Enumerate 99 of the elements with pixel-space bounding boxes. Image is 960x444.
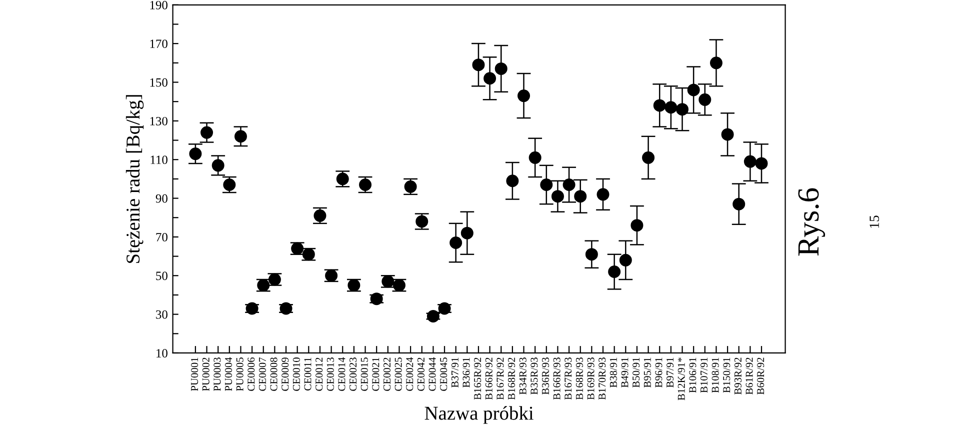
x-tick-label: B50/91 [632, 358, 640, 388]
point [744, 155, 756, 168]
point [630, 219, 644, 232]
x-tick-label: PU0001 [191, 358, 198, 391]
y-tick-label: 130 [150, 116, 168, 126]
y-tick-label: 10 [156, 349, 168, 358]
x-tick-label: CE0012 [316, 358, 323, 391]
x-tick-label: CE0024 [406, 357, 414, 391]
x-tick-label: B37/91 [451, 358, 458, 388]
point [450, 236, 462, 249]
x-tick-label: B169R/93 [587, 358, 594, 400]
point [732, 198, 746, 210]
x-tick-label: B168R/92 [508, 358, 516, 400]
x-tick-label: CE0045 [440, 358, 448, 391]
y-tick-label: 110 [150, 156, 168, 164]
x-tick-label: B107/91 [700, 358, 708, 393]
x-tick-label: B60R/92 [757, 358, 764, 394]
x-tick-label: CE0006 [248, 357, 255, 391]
x-tick-label: B36/91 [462, 358, 470, 388]
x-tick-label: B93R/92 [734, 358, 742, 394]
x-tick-label: PU0004 [224, 357, 232, 391]
point [687, 84, 700, 96]
x-tick-label: CE0042 [417, 358, 424, 391]
x-tick-label: B168R/93 [576, 358, 583, 400]
point [642, 151, 655, 164]
point [653, 99, 666, 112]
x-tick-label: CE0022 [383, 358, 391, 391]
y-axis-title: Stężenie radu [Bq/kg] [126, 95, 144, 263]
point [585, 248, 598, 261]
point [518, 90, 530, 102]
y-tick-label: 30 [156, 310, 168, 319]
x-tick-label: B106/91 [689, 358, 696, 393]
x-tick-label: B150/91 [723, 358, 730, 393]
point [494, 62, 508, 75]
point [664, 101, 678, 114]
point [698, 93, 712, 106]
point [574, 190, 587, 203]
x-tick-label: B35R/93 [530, 358, 538, 394]
x-tick-label: B61R/92 [746, 358, 753, 394]
x-tick-label: B108/91 [712, 358, 719, 393]
x-tick-label: B166R/92 [485, 358, 492, 400]
y-tick-label: 150 [150, 78, 168, 87]
point [619, 254, 632, 266]
x-tick-label: CE0007 [258, 357, 266, 391]
x-tick-label: PU0002 [202, 358, 210, 391]
point [540, 178, 553, 191]
x-tick-label: B38/91 [610, 358, 617, 388]
point [562, 178, 576, 191]
x-tick-label: CE0015 [360, 358, 368, 391]
x-tick-label: B12K/91* [678, 358, 685, 400]
y-tick-label: 50 [156, 272, 168, 280]
x-tick-label: B167R/93 [564, 358, 572, 400]
point [472, 58, 485, 72]
x-tick-label: CE0010 [292, 358, 300, 391]
point [189, 148, 202, 160]
x-tick-label: B170R/93 [598, 358, 606, 400]
y-tick-label: 70 [156, 232, 168, 242]
x-tick-label: B96/91 [655, 358, 662, 388]
point [200, 126, 214, 139]
point [755, 157, 768, 170]
point [234, 130, 247, 143]
x-tick-label: PU0005 [236, 358, 244, 391]
x-tick-label: CE0009 [282, 358, 289, 391]
x-tick-label: B49/91 [621, 358, 628, 388]
x-tick-label: CE0025 [394, 358, 402, 391]
x-tick-label: CE0014 [338, 357, 346, 391]
point [506, 174, 519, 188]
x-axis-title: Nazwa próbki [424, 406, 534, 424]
x-tick-label: B166R/93 [553, 358, 560, 400]
x-tick-label: CE0008 [270, 358, 278, 391]
y-tick-label: 90 [156, 194, 168, 203]
point [551, 190, 564, 203]
point [280, 302, 292, 315]
y-tick-label: 170 [150, 40, 168, 48]
x-tick-label: CE0044 [428, 357, 436, 391]
text: 15 [870, 216, 879, 228]
x-tick-label: B95/91 [644, 358, 651, 388]
x-tick-label: CE0013 [326, 358, 334, 391]
point [212, 159, 224, 172]
point [710, 56, 722, 70]
point [596, 188, 610, 201]
x-tick-label: B34R/93 [519, 358, 526, 394]
point [460, 226, 474, 240]
point [676, 103, 689, 116]
x-tick-label: B36R/93 [542, 358, 550, 394]
x-tick-label: CE0011 [304, 358, 312, 390]
point [246, 302, 258, 315]
point [721, 128, 734, 141]
point [484, 72, 496, 85]
x-tick-label: CE0023 [350, 358, 357, 391]
point [608, 266, 621, 278]
x-tick-label: B167R/92 [496, 358, 504, 400]
x-tick-label: B165R/92 [474, 358, 482, 400]
x-tick-label: CE0021 [372, 358, 380, 391]
x-tick-label: B97/91 [666, 358, 674, 388]
x-tick-label: PU0003 [214, 358, 221, 391]
text: Rys.6 [798, 188, 826, 256]
point [528, 151, 542, 164]
y-tick-label: 190 [150, 0, 168, 10]
